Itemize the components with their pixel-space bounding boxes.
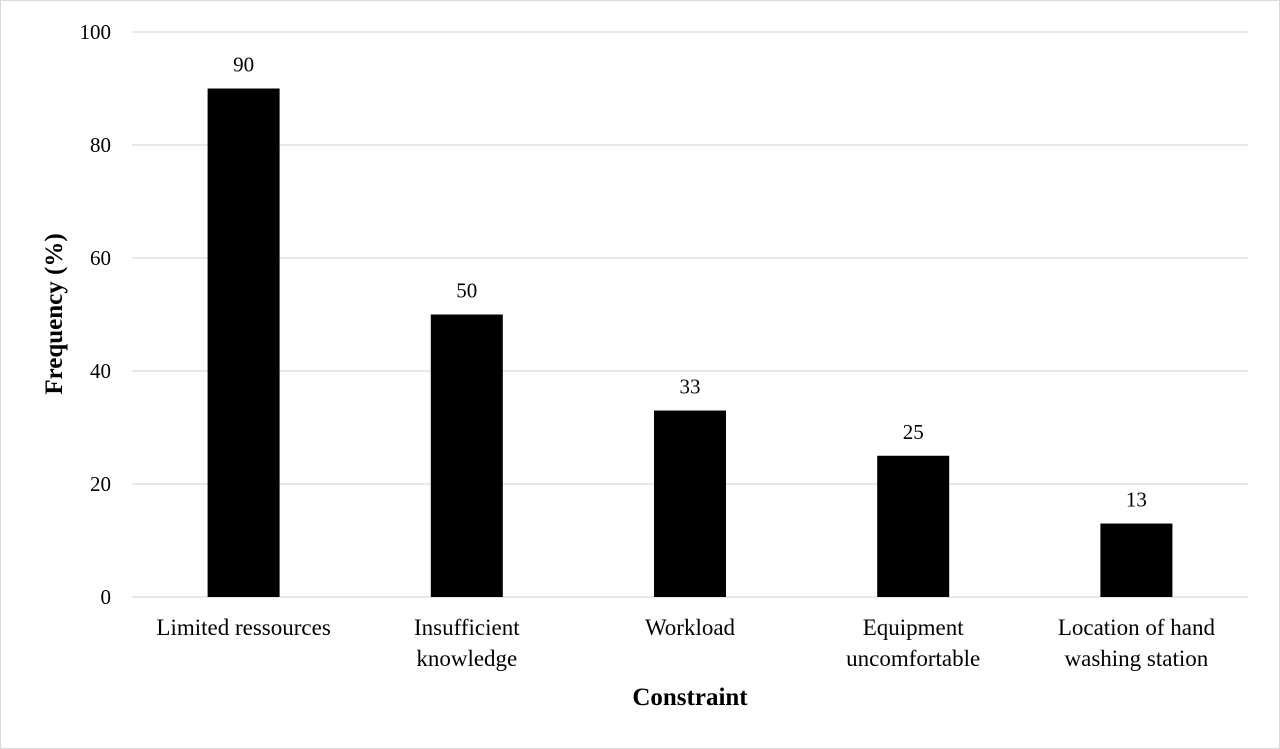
data-label: 33 [680,375,701,399]
y-axis-tick-labels: 0 20 40 60 80 100 [80,20,112,609]
x-category-label: knowledge [416,646,517,671]
bars [207,88,1173,597]
x-category-label: Limited ressources [156,615,330,640]
x-axis-title: Constraint [632,684,748,711]
x-category-label: uncomfortable [846,646,980,671]
bar [1100,523,1173,597]
y-tick-label: 80 [90,133,111,157]
y-axis-title: Frequency (%) [41,233,68,394]
x-category-label: Workload [645,615,736,640]
y-tick-label: 100 [80,20,112,44]
data-label: 25 [903,420,924,444]
data-label: 90 [233,53,254,77]
bar [207,88,280,597]
x-axis-category-labels: Limited ressources Insufficient knowledge W… [156,615,1215,671]
data-labels: 90 50 33 25 13 [233,53,1147,512]
bar [654,410,726,597]
y-tick-label: 20 [90,472,111,496]
x-category-label: Equipment [863,615,965,640]
x-category-label: washing station [1065,646,1209,671]
y-tick-label: 60 [90,246,111,270]
y-tick-label: 40 [90,359,111,383]
data-label: 50 [456,279,477,303]
data-label: 13 [1126,488,1147,512]
x-category-label: Insufficient [414,615,520,640]
bar [430,314,503,597]
bar [877,455,950,597]
x-category-label: Location of hand [1058,615,1216,640]
y-tick-label: 0 [101,585,112,609]
gridlines [132,31,1248,598]
